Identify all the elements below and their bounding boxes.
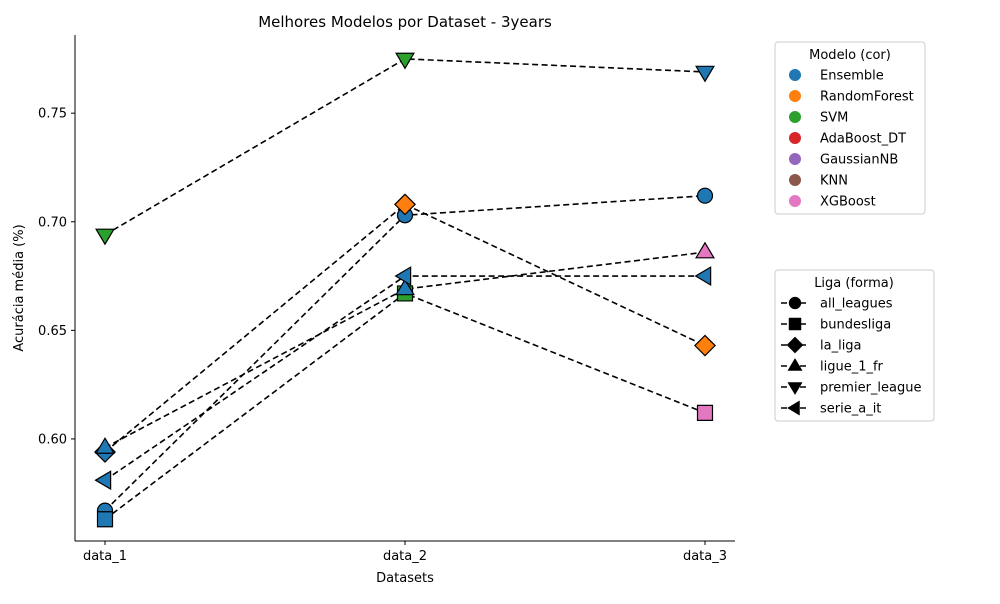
data-point-premier_league (395, 52, 415, 70)
legend-model-swatch (789, 90, 801, 102)
legend-league-label: serie_a_it (820, 402, 881, 417)
legend-league-label: bundesliga (820, 318, 891, 333)
data-point-la_liga (694, 334, 716, 357)
legend-model-label: Ensemble (820, 69, 884, 84)
legend-league-label: all_leagues (820, 297, 893, 312)
y-tick-label: 0.70 (38, 215, 67, 230)
legend-league-label: premier_league (820, 381, 922, 396)
data-point-premier_league (95, 228, 115, 246)
legend-models-title: Modelo (cor) (809, 48, 891, 63)
legend-model-swatch (789, 174, 801, 186)
legend-model-label: RandomForest (820, 90, 914, 105)
legend-league-marker (786, 336, 804, 354)
y-tick-label: 0.65 (38, 324, 67, 339)
legend-league-marker (787, 400, 800, 416)
chart-title: Melhores Modelos por Dataset - 3years (258, 13, 552, 31)
data-point-premier_league (695, 65, 715, 83)
data-point-ligue_1_fr (95, 437, 115, 454)
legend-model-swatch (789, 132, 801, 144)
legend-model-label: GaussianNB (820, 153, 898, 168)
data-point-all_leagues (696, 187, 714, 204)
y-axis-label: Acurácia média (%) (12, 224, 27, 351)
x-tick-label: data_3 (683, 549, 727, 564)
x-axis-label: Datasets (376, 571, 434, 586)
legend-models: Modelo (cor) Ensemble RandomForest SVM AdaB… (774, 41, 926, 215)
legend-leagues-frame (774, 269, 935, 422)
series-line-all_leagues (104, 194, 706, 512)
data-point-serie_a_it (394, 266, 412, 287)
legend-model-swatch (789, 69, 801, 81)
series-line-bundesliga (104, 292, 706, 520)
data-point-serie_a_it (694, 266, 712, 287)
legend-league-marker (787, 382, 803, 395)
x-tick-label: data_2 (383, 549, 427, 564)
data-point-ligue_1_fr (395, 278, 415, 296)
legend-model-label: XGBoost (820, 195, 876, 210)
series-markers (94, 52, 716, 528)
data-point-ligue_1_fr (695, 241, 715, 259)
y-tick-label: 0.60 (38, 432, 67, 447)
legend-leagues-title: Liga (forma) (814, 276, 894, 291)
legend-league-marker (788, 296, 802, 310)
legend-model-swatch (789, 153, 801, 165)
data-point-bundesliga (96, 511, 114, 528)
data-point-bundesliga (696, 404, 714, 421)
legend-model-label: KNN (820, 174, 848, 189)
legend-league-marker (788, 317, 802, 331)
legend-league-marker (787, 358, 803, 371)
series-line-la_liga (104, 203, 706, 453)
legend-models-frame (774, 41, 926, 215)
legend-model-swatch (789, 111, 801, 123)
axes: 0.60 0.65 0.70 0.75 data_1 data_2 data_3 (38, 35, 735, 564)
data-point-serie_a_it (94, 470, 112, 491)
legend-model-swatch (789, 195, 801, 207)
data-point-la_liga (394, 193, 416, 216)
x-tick-label: data_1 (83, 549, 127, 564)
legend-league-label: la_liga (820, 339, 862, 354)
legend-model-label: SVM (820, 111, 848, 126)
legend-model-label: AdaBoost_DT (820, 132, 906, 147)
y-tick-label: 0.75 (38, 107, 67, 122)
legend-league-label: ligue_1_fr (820, 360, 884, 375)
legend-leagues: Liga (forma) all_leagues bundesliga la_lig… (774, 269, 935, 422)
